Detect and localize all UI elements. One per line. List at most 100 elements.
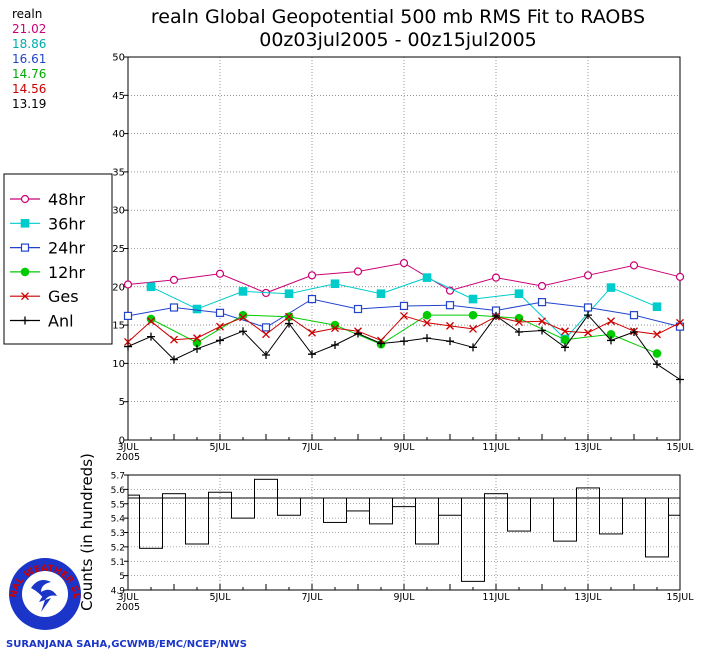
data-point — [491, 273, 501, 282]
y-tick-label: 30 — [112, 206, 125, 217]
count-bar — [484, 493, 508, 499]
count-bar — [185, 497, 209, 545]
data-point — [583, 303, 593, 312]
data-point — [169, 303, 179, 312]
data-point — [400, 311, 408, 320]
x-tick-label: 13JUL — [574, 592, 602, 603]
count-bar — [139, 497, 163, 549]
count-bar — [507, 497, 531, 532]
count-bar — [127, 494, 140, 499]
stats-value: 21.02 — [12, 22, 46, 36]
data-point — [537, 281, 547, 291]
data-point — [468, 310, 478, 320]
data-point — [423, 318, 431, 327]
count-bar — [438, 497, 462, 516]
data-point — [629, 261, 639, 270]
legend-marker — [21, 292, 29, 301]
count-bar — [576, 487, 600, 499]
logo-cloud-icon — [31, 580, 57, 600]
data-point — [469, 324, 477, 333]
y-tick-label: 5.5 — [111, 500, 125, 510]
data-point — [675, 272, 685, 281]
data-point — [307, 271, 317, 280]
data-point — [123, 280, 133, 289]
data-point — [653, 330, 661, 339]
data-point — [147, 332, 155, 341]
data-point — [514, 313, 524, 323]
data-point — [146, 314, 156, 324]
x-tick-label: 9JUL — [393, 592, 415, 603]
data-point — [124, 342, 132, 351]
count-bar — [668, 497, 681, 516]
data-point — [492, 311, 500, 320]
x-year-label: 2005 — [116, 452, 140, 463]
y-tick-label: 5.3 — [111, 529, 125, 539]
stats-value: 13.19 — [12, 97, 46, 111]
data-point — [216, 322, 224, 331]
legend-marker — [20, 219, 30, 228]
data-point — [330, 279, 340, 289]
data-point — [239, 313, 247, 322]
x-tick-label: 5JUL — [209, 442, 231, 453]
data-point — [146, 282, 156, 292]
count-bar — [369, 497, 393, 525]
data-point — [353, 267, 363, 276]
data-point — [400, 337, 408, 346]
chart-title-line1: realn Global Geopotential 500 mb RMS Fit… — [151, 6, 645, 28]
data-point — [192, 304, 202, 314]
data-point — [215, 269, 225, 278]
data-point — [124, 337, 132, 346]
data-point — [537, 298, 547, 307]
x-tick-label: 15JUL — [666, 442, 694, 453]
legend-label: 48hr — [48, 190, 86, 209]
x-tick-label: 5JUL — [209, 592, 231, 603]
data-point — [354, 329, 362, 338]
series-anl — [124, 311, 684, 384]
count-bar — [323, 497, 347, 523]
data-point — [170, 355, 178, 364]
data-point — [538, 317, 546, 326]
data-point — [515, 318, 523, 326]
data-point — [561, 327, 569, 336]
data-point — [261, 323, 271, 332]
legend-marker — [21, 316, 29, 325]
count-bar — [461, 497, 485, 582]
data-point — [652, 302, 662, 312]
legend-marker — [20, 243, 30, 252]
series-line — [150, 277, 658, 340]
data-point — [376, 289, 386, 298]
data-point — [560, 335, 570, 344]
data-point — [285, 319, 293, 328]
x-tick-label: 9JUL — [393, 442, 415, 453]
data-point — [331, 324, 339, 333]
series-36hr — [146, 273, 662, 344]
y-tick-label: 50 — [112, 53, 125, 64]
y-tick-label: 25 — [112, 244, 125, 255]
count-bar — [277, 497, 301, 516]
x-tick-label: 3JUL — [117, 592, 139, 603]
data-point — [238, 310, 248, 320]
data-point — [216, 336, 224, 345]
data-point — [445, 301, 455, 310]
legend-item-36hr: 36hr — [10, 214, 86, 233]
data-point — [377, 339, 385, 348]
series-48hr — [123, 258, 685, 298]
data-point — [285, 312, 293, 321]
y-tick-label: 20 — [112, 282, 125, 293]
data-point — [123, 311, 133, 321]
count-bar — [415, 497, 439, 545]
legend-item-24hr: 24hr — [10, 239, 86, 258]
data-point — [446, 321, 454, 330]
stats-value: 14.76 — [12, 67, 46, 81]
data-point — [584, 311, 592, 320]
legend-box — [3, 173, 113, 345]
legend-marker — [20, 267, 30, 277]
data-point — [193, 344, 201, 353]
counts-plot: 4.9 5 5.1 5.2 5.3 5.4 5.5 5.6 5.7 3JUL 5JUL 7JUL 9J… — [78, 453, 694, 613]
data-point — [630, 327, 638, 336]
legend-label: 36hr — [48, 214, 86, 233]
count-bar — [599, 497, 623, 535]
data-point — [239, 327, 247, 336]
x-tick-label: 15JUL — [666, 592, 694, 603]
